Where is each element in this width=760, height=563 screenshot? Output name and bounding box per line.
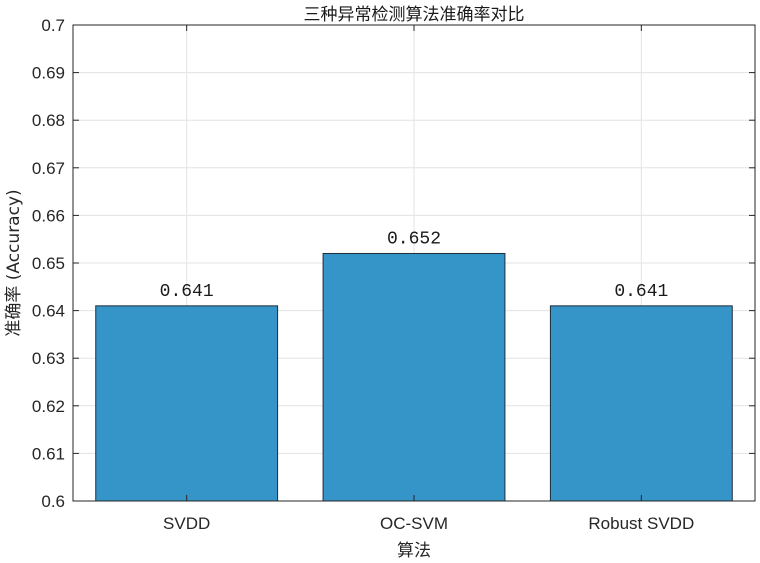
bar-svdd — [95, 305, 279, 502]
y-axis-title: 准确率 (Accuracy) — [4, 189, 24, 336]
bar-robust-svdd — [549, 305, 733, 502]
data-label: 0.652 — [387, 229, 441, 249]
chart-title: 三种异常检测算法准确率对比 — [304, 5, 525, 25]
data-label: 0.641 — [614, 282, 668, 302]
y-tick-label: 0.63 — [32, 349, 65, 368]
y-tick-label: 0.68 — [32, 111, 65, 130]
y-tick-label: 0.61 — [32, 444, 65, 463]
y-tick-label: 0.67 — [32, 159, 65, 178]
bar-oc-svm — [322, 252, 506, 502]
bars — [95, 252, 733, 502]
y-tick-label: 0.69 — [32, 64, 65, 83]
data-labels: 0.641 0.652 0.641 — [160, 229, 669, 301]
x-tick-label: SVDD — [163, 514, 210, 533]
y-tick-label: 0.6 — [41, 492, 65, 511]
y-tick-label: 0.62 — [32, 397, 65, 416]
x-axis-title: 算法 — [397, 541, 431, 561]
y-tick-label: 0.65 — [32, 254, 65, 273]
data-label: 0.641 — [160, 282, 214, 302]
y-tick-label: 0.64 — [32, 302, 65, 321]
x-tick-label: OC-SVM — [380, 514, 448, 533]
x-tick-label: Robust SVDD — [588, 514, 694, 533]
y-tick-label: 0.7 — [41, 16, 65, 35]
y-tick-label: 0.66 — [32, 206, 65, 225]
ticks: 0.6 0.61 0.62 0.63 0.64 0.65 0.66 0.67 0.68 0.69 0… — [32, 16, 755, 533]
